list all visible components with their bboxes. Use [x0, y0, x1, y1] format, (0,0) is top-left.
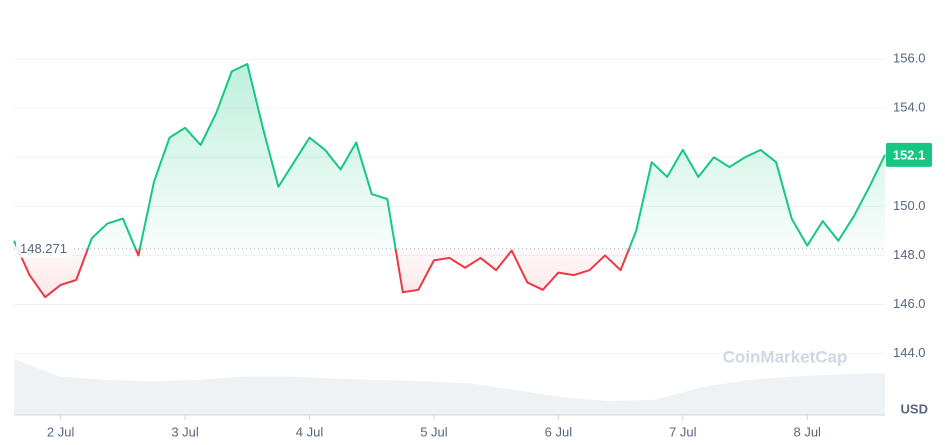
x-tick-label: 4 Jul: [296, 424, 324, 439]
x-tick-label: 2 Jul: [47, 424, 75, 439]
x-tick-label: 5 Jul: [420, 424, 448, 439]
x-tick-label: 8 Jul: [793, 424, 821, 439]
baseline-label-bg: [16, 239, 72, 258]
y-unit: USD: [901, 401, 928, 416]
volume-area: [14, 359, 885, 415]
x-tick-label: 7 Jul: [669, 424, 697, 439]
y-tick-label: 148.0: [893, 247, 926, 262]
baseline-label: 148.271: [20, 241, 67, 256]
price-line: [13, 63, 886, 299]
x-tick-label: 6 Jul: [545, 424, 573, 439]
y-tick-label: 150.0: [893, 198, 926, 213]
price-area: [14, 64, 885, 298]
y-tick-label: 146.0: [893, 296, 926, 311]
y-tick-label: 156.0: [893, 51, 926, 66]
x-tick-label: 3 Jul: [171, 424, 199, 439]
y-tick-label: 144.0: [893, 345, 926, 360]
watermark: CoinMarketCap: [723, 347, 848, 366]
last-price-label: 152.1: [893, 147, 926, 162]
last-price-tag: [886, 142, 932, 167]
y-tick-label: 154.0: [893, 100, 926, 115]
